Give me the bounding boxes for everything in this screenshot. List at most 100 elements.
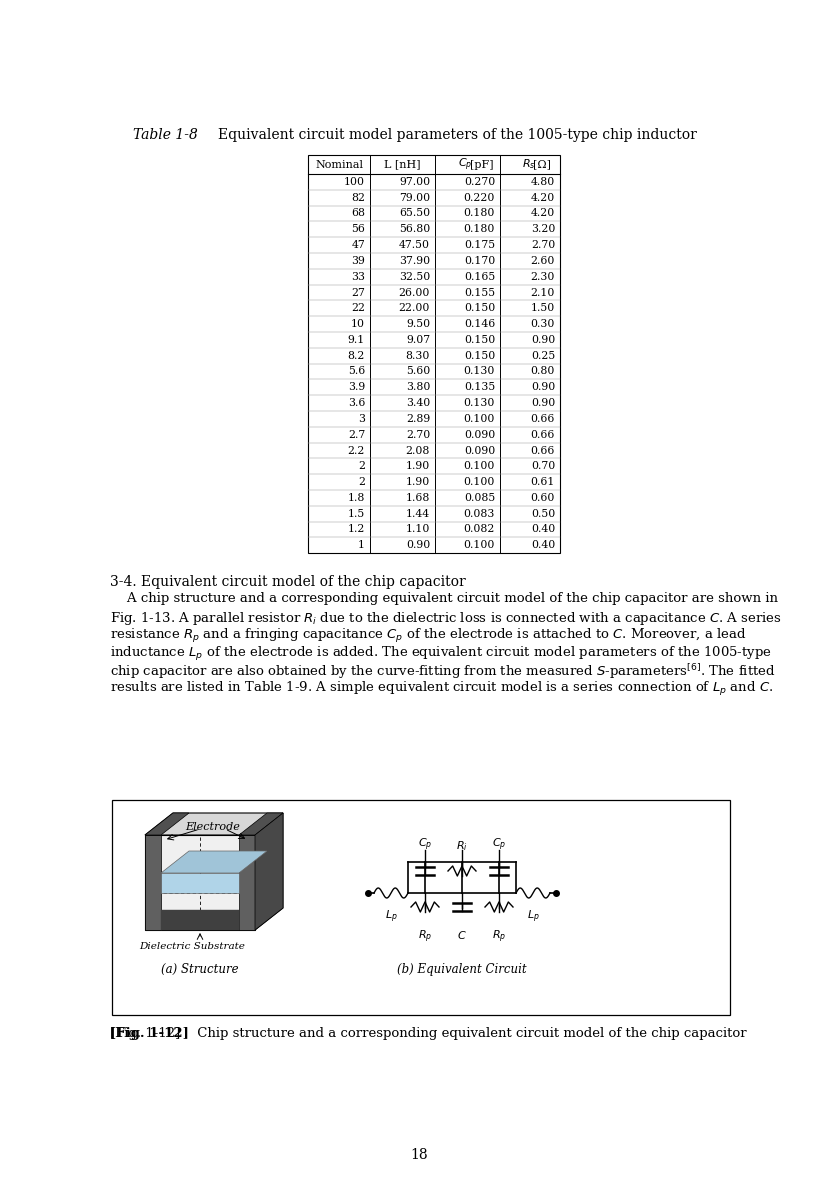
Text: inductance $L_p$ of the electrode is added. The equivalent circuit model paramet: inductance $L_p$ of the electrode is add… xyxy=(110,645,772,663)
Text: 65.50: 65.50 xyxy=(399,209,430,218)
Text: 0.30: 0.30 xyxy=(530,319,555,329)
Text: resistance $R_p$ and a fringing capacitance $C_p$ of the electrode is attached t: resistance $R_p$ and a fringing capacita… xyxy=(110,627,747,645)
Text: 1.90: 1.90 xyxy=(406,461,430,471)
Text: 0.90: 0.90 xyxy=(530,382,555,393)
Text: $R_p$: $R_p$ xyxy=(418,929,432,945)
Text: Fig. 1-13. A parallel resistor $R_i$ due to the dielectric loss is connected wit: Fig. 1-13. A parallel resistor $R_i$ due… xyxy=(110,610,782,626)
Text: 0.180: 0.180 xyxy=(463,209,495,218)
Text: 39: 39 xyxy=(351,256,365,266)
Text: 56.80: 56.80 xyxy=(399,224,430,235)
Text: 1.68: 1.68 xyxy=(406,493,430,503)
Text: 10: 10 xyxy=(351,319,365,329)
Polygon shape xyxy=(239,835,255,930)
Text: 82: 82 xyxy=(351,192,365,203)
Text: $C_p$: $C_p$ xyxy=(418,836,432,853)
Text: [Fig. 1-12]    Chip structure and a corresponding equivalent circuit model of th: [Fig. 1-12] Chip structure and a corresp… xyxy=(110,1027,747,1040)
Text: [Fig. 1-12]: [Fig. 1-12] xyxy=(110,1027,189,1040)
Polygon shape xyxy=(145,812,189,835)
Text: 3.6: 3.6 xyxy=(348,398,365,408)
Text: chip capacitor are also obtained by the curve-fitting from the measured $S$-para: chip capacitor are also obtained by the … xyxy=(110,662,776,681)
Polygon shape xyxy=(161,873,239,893)
Text: 0.66: 0.66 xyxy=(530,414,555,423)
Text: 0.150: 0.150 xyxy=(463,351,495,361)
Text: 1.2: 1.2 xyxy=(348,524,365,535)
Text: 1: 1 xyxy=(358,541,365,550)
Text: 0.80: 0.80 xyxy=(530,366,555,376)
Text: 5.6: 5.6 xyxy=(348,366,365,376)
Text: 1.5: 1.5 xyxy=(348,509,365,518)
Text: 9.07: 9.07 xyxy=(406,334,430,345)
Text: results are listed in Table 1-9. A simple equivalent circuit model is a series c: results are listed in Table 1-9. A simpl… xyxy=(110,680,773,697)
Text: 33: 33 xyxy=(351,272,365,282)
Text: 100: 100 xyxy=(344,177,365,187)
Text: 0.40: 0.40 xyxy=(530,524,555,535)
Polygon shape xyxy=(255,812,283,930)
Text: 2.89: 2.89 xyxy=(406,414,430,423)
Text: 0.090: 0.090 xyxy=(463,429,495,440)
Text: 2: 2 xyxy=(358,477,365,487)
Bar xyxy=(112,801,730,1015)
Text: 4.80: 4.80 xyxy=(530,177,555,187)
Text: 3-4. Equivalent circuit model of the chip capacitor: 3-4. Equivalent circuit model of the chi… xyxy=(110,575,466,589)
Polygon shape xyxy=(255,812,283,930)
Text: 79.00: 79.00 xyxy=(399,192,430,203)
Text: 32.50: 32.50 xyxy=(399,272,430,282)
Text: 9.1: 9.1 xyxy=(348,334,365,345)
Text: 0.100: 0.100 xyxy=(463,414,495,423)
Text: Electrode: Electrode xyxy=(185,822,241,833)
Text: 0.90: 0.90 xyxy=(406,541,430,550)
Text: 0.083: 0.083 xyxy=(463,509,495,518)
Text: 0.085: 0.085 xyxy=(463,493,495,503)
Text: 97.00: 97.00 xyxy=(399,177,430,187)
Text: 3.20: 3.20 xyxy=(530,224,555,235)
Text: Equivalent circuit model parameters of the 1005-type chip inductor: Equivalent circuit model parameters of t… xyxy=(218,128,697,142)
Text: [Ω]: [Ω] xyxy=(533,159,551,170)
Polygon shape xyxy=(239,812,283,835)
Text: 2.7: 2.7 xyxy=(348,429,365,440)
Polygon shape xyxy=(145,812,283,835)
Text: 0.170: 0.170 xyxy=(463,256,495,266)
Text: 26.00: 26.00 xyxy=(399,287,430,298)
Text: 1.10: 1.10 xyxy=(406,524,430,535)
Text: 2.2: 2.2 xyxy=(348,446,365,455)
Text: 0.66: 0.66 xyxy=(530,429,555,440)
Text: 0.135: 0.135 xyxy=(463,382,495,393)
Text: 3.40: 3.40 xyxy=(406,398,430,408)
Text: 8.2: 8.2 xyxy=(348,351,365,361)
Text: 68: 68 xyxy=(351,209,365,218)
Text: 0.165: 0.165 xyxy=(463,272,495,282)
Text: 2.60: 2.60 xyxy=(530,256,555,266)
Text: 0.100: 0.100 xyxy=(463,461,495,471)
Text: 37.90: 37.90 xyxy=(399,256,430,266)
Text: $C_p$: $C_p$ xyxy=(458,157,473,173)
Text: 0.270: 0.270 xyxy=(463,177,495,187)
Text: 27: 27 xyxy=(351,287,365,298)
Text: 2.30: 2.30 xyxy=(530,272,555,282)
Text: 0.082: 0.082 xyxy=(463,524,495,535)
Text: 18: 18 xyxy=(410,1148,428,1162)
Text: 0.155: 0.155 xyxy=(464,287,495,298)
Text: (b) Equivalent Circuit: (b) Equivalent Circuit xyxy=(397,963,527,976)
Text: Table 1-8: Table 1-8 xyxy=(133,128,198,142)
Text: 2.70: 2.70 xyxy=(406,429,430,440)
Text: 3.9: 3.9 xyxy=(348,382,365,393)
Polygon shape xyxy=(161,852,267,873)
Text: $R_i$: $R_i$ xyxy=(456,840,468,853)
Text: 4.20: 4.20 xyxy=(530,209,555,218)
Text: 1.90: 1.90 xyxy=(406,477,430,487)
Text: 0.090: 0.090 xyxy=(463,446,495,455)
Text: 8.30: 8.30 xyxy=(406,351,430,361)
Text: $R_s$: $R_s$ xyxy=(522,158,535,172)
Text: $L_p$: $L_p$ xyxy=(526,908,540,925)
Text: 3: 3 xyxy=(358,414,365,423)
Text: 3.80: 3.80 xyxy=(406,382,430,393)
Text: 0.130: 0.130 xyxy=(463,398,495,408)
Text: 0.60: 0.60 xyxy=(530,493,555,503)
Text: 0.66: 0.66 xyxy=(530,446,555,455)
Text: A chip structure and a corresponding equivalent circuit model of the chip capaci: A chip structure and a corresponding equ… xyxy=(110,592,778,605)
Text: 0.146: 0.146 xyxy=(463,319,495,329)
Text: 0.50: 0.50 xyxy=(530,509,555,518)
Text: 22.00: 22.00 xyxy=(399,304,430,313)
Text: $C$: $C$ xyxy=(458,929,467,940)
Polygon shape xyxy=(161,910,239,930)
